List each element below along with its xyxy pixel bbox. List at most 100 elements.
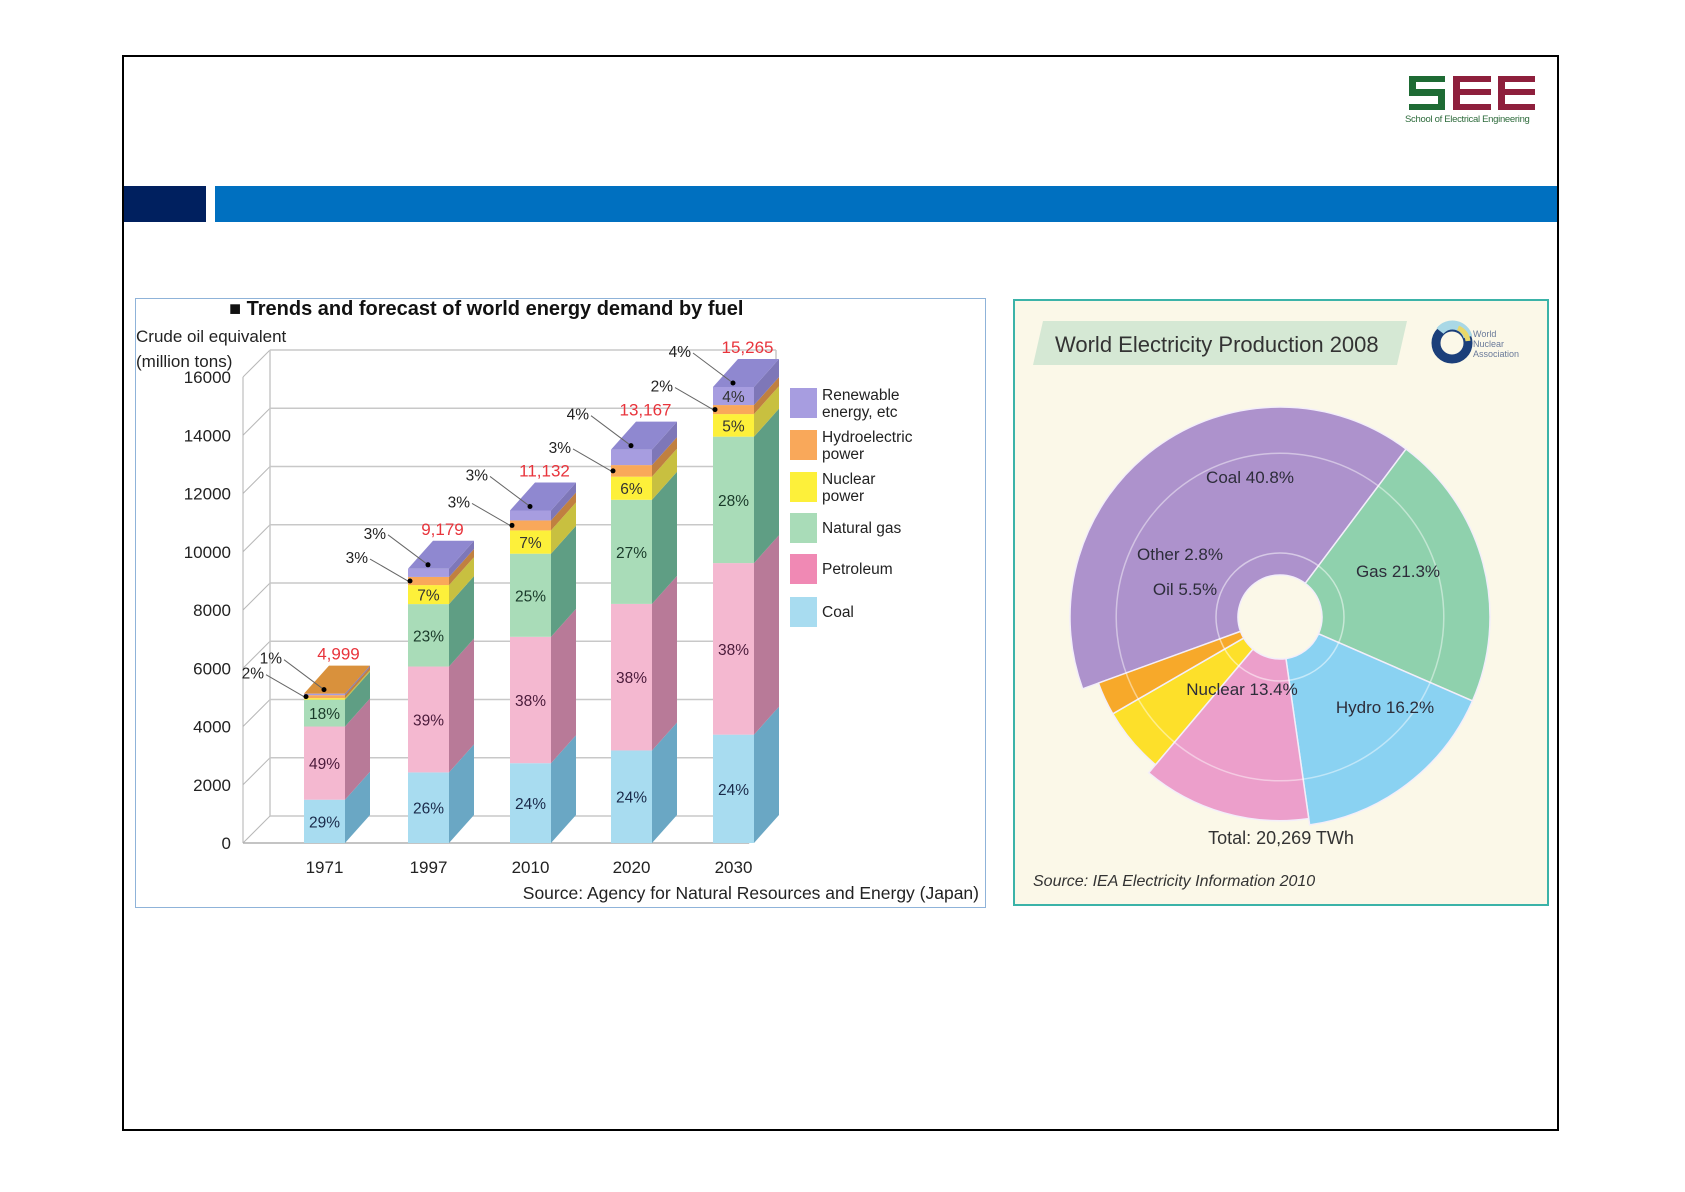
bar-leader-dot <box>730 380 736 386</box>
bar-leader-dot <box>509 522 515 528</box>
pie-title: World Electricity Production 2008 <box>1055 332 1379 357</box>
bar-leader-label: 3% <box>466 467 489 484</box>
bar-segment-label: 49% <box>309 756 340 773</box>
wna-logo: World Nuclear Association <box>1431 320 1519 364</box>
bar-segment-front <box>408 576 449 586</box>
bar-leader-label: 2% <box>242 666 265 683</box>
bar-segment-side <box>652 575 677 751</box>
bar-segment-side <box>652 471 677 604</box>
bar-leader-line <box>674 387 714 411</box>
bar-segment-front <box>713 414 754 437</box>
bar-segment-front <box>713 436 754 564</box>
bar-leader-label: 3% <box>549 440 572 457</box>
bar-total-label: 13,167 <box>620 401 672 420</box>
bar-segment-side <box>345 670 370 700</box>
gridline-depth <box>242 582 271 611</box>
gridline-depth <box>242 349 271 378</box>
bar-segment-side <box>551 735 576 843</box>
bar-segment-side <box>345 698 370 800</box>
y-tick-label: 0 <box>222 834 231 853</box>
wna-logo-line2: Nuclear <box>1473 339 1504 349</box>
bar-segment-front <box>408 666 449 773</box>
gridline-depth <box>242 466 271 494</box>
bar-segment-side <box>345 771 370 843</box>
bar-leader-label: 4% <box>669 344 692 361</box>
x-tick-label: 1971 <box>306 858 344 877</box>
bar-total-label: 15,265 <box>722 338 774 357</box>
y-tick-label: 12000 <box>184 485 231 504</box>
bar-segment-front <box>510 530 551 554</box>
gridline-depth <box>242 524 271 553</box>
bar-segment-label: 28% <box>718 493 749 510</box>
bar-leader-line <box>369 558 409 582</box>
bar-segment-front <box>408 772 449 843</box>
bar-segment-side <box>551 502 576 554</box>
legend-label: Hydroelectric <box>822 429 913 446</box>
bar-segment-front <box>304 799 345 843</box>
bar-segment-front <box>304 726 345 800</box>
bar-segment-side <box>754 386 779 437</box>
bar-leader-line <box>283 659 325 691</box>
logo-subtitle: School of Electrical Engineering <box>1405 114 1530 125</box>
bar-segment-side <box>652 448 677 500</box>
y-tick-label: 14000 <box>184 426 231 445</box>
bar-leader-dot <box>527 503 533 509</box>
legend-swatch <box>790 472 817 502</box>
bar-leader-dot <box>303 694 309 700</box>
gridline-depth <box>242 640 271 669</box>
legend-label: Natural gas <box>822 520 902 537</box>
bar-leader-dot <box>628 443 634 449</box>
bar-segment-label: 27% <box>616 545 647 562</box>
energy-demand-chart-panel: ■ Trends and forecast of world energy de… <box>135 298 986 908</box>
see-logo: School of Electrical Engineering <box>1405 72 1537 128</box>
pie-slice-label: Coal 40.8% <box>1206 468 1294 487</box>
bar-segment-front <box>510 510 551 521</box>
legend-label: Renewable <box>822 387 900 404</box>
pie-slice-label: Gas 21.3% <box>1356 562 1440 581</box>
bar-leader-dot <box>712 407 718 413</box>
bar-segment-label: 39% <box>413 712 444 729</box>
bar-segment-front <box>408 604 449 667</box>
gridline-depth <box>242 757 271 786</box>
legend-swatch <box>790 430 817 460</box>
y-axis-label-line1: Crude oil equivalent <box>136 327 287 346</box>
bar-segment-label: 24% <box>718 782 749 799</box>
chart-source: Source: Agency for Natural Resources and… <box>523 883 979 903</box>
bar-segment-front <box>611 476 652 500</box>
slide-frame <box>122 55 1559 1131</box>
bar-segment-label: 18% <box>309 706 340 723</box>
legend-label: Nuclear <box>822 471 875 488</box>
bar-total-label: 9,179 <box>421 520 464 539</box>
legend-label: Petroleum <box>822 561 893 578</box>
pie-source: Source: IEA Electricity Information 2010 <box>1033 873 1315 890</box>
bar-leader-dot <box>425 562 431 568</box>
wna-logo-arc-yellow <box>1456 325 1471 342</box>
y-tick-label: 2000 <box>193 776 231 795</box>
bar-segment-side <box>345 665 370 696</box>
header-title-bar <box>215 186 1557 222</box>
bar-leader-line <box>387 534 429 566</box>
pie-slice <box>1285 632 1474 826</box>
bar-segment-label: 38% <box>616 670 647 687</box>
bar-segment-side <box>551 482 576 521</box>
chart-title: ■ Trends and forecast of world energy de… <box>229 299 743 320</box>
y-tick-label: 10000 <box>184 543 231 562</box>
legend-swatch <box>790 513 817 543</box>
bar-segment-front <box>713 563 754 735</box>
bar-leader-line <box>692 352 734 384</box>
bar-segment-label: 25% <box>515 588 546 605</box>
x-tick-label: 2010 <box>512 858 550 877</box>
bar-segment-label: 38% <box>718 642 749 659</box>
bar-leader-label: 3% <box>448 494 471 511</box>
legend-label-line2: power <box>822 488 864 505</box>
y-tick-label: 8000 <box>193 601 231 620</box>
gridline-depth <box>242 815 271 844</box>
bar-leader-label: 2% <box>651 379 674 396</box>
bar-segment-front <box>611 750 652 843</box>
y-tick-label: 16000 <box>184 368 231 387</box>
pie-title-banner <box>1033 321 1407 365</box>
pie-total: Total: 20,269 TWh <box>1208 828 1354 848</box>
bar-segment-label: 7% <box>519 535 542 552</box>
bar-segment-label: 38% <box>515 693 546 710</box>
bar-total-label: 4,999 <box>317 645 360 664</box>
